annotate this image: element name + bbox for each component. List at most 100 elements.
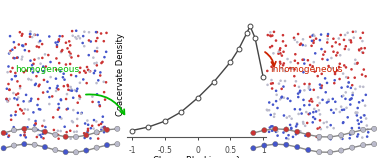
Point	[277, 62, 284, 65]
Point	[23, 136, 29, 139]
Point	[40, 91, 46, 94]
Point	[298, 42, 304, 45]
Point	[40, 137, 46, 140]
Point	[73, 75, 79, 77]
Point	[301, 104, 307, 106]
Point	[49, 95, 55, 98]
Point	[46, 35, 52, 38]
Point	[345, 76, 351, 79]
Point	[70, 121, 76, 123]
Point	[324, 59, 330, 61]
Point	[316, 109, 322, 111]
Point	[65, 84, 71, 86]
Point	[52, 149, 58, 151]
Point	[311, 108, 317, 110]
Point	[306, 86, 312, 88]
Point	[20, 112, 26, 115]
Point	[99, 121, 105, 123]
Point	[339, 138, 345, 140]
Point	[73, 136, 79, 138]
Point	[280, 51, 287, 53]
Point	[90, 56, 96, 59]
Point	[93, 40, 99, 42]
Point	[26, 50, 32, 52]
FancyArrowPatch shape	[265, 52, 276, 66]
Point	[356, 48, 362, 51]
Point	[338, 137, 344, 140]
Point	[364, 128, 370, 131]
Point	[55, 41, 61, 43]
Point	[362, 47, 368, 49]
Point	[27, 33, 33, 35]
Point	[277, 98, 283, 101]
Point	[22, 49, 28, 52]
Point	[345, 85, 351, 88]
Point	[46, 96, 53, 98]
Point	[75, 101, 81, 104]
Point	[55, 88, 61, 91]
Point	[74, 90, 80, 92]
Point	[50, 116, 56, 119]
Point	[14, 98, 20, 101]
Point	[67, 54, 73, 57]
Point	[360, 86, 366, 88]
Point	[346, 81, 352, 84]
Point	[77, 82, 83, 84]
Point	[68, 52, 74, 55]
Point	[56, 103, 62, 105]
Point	[94, 131, 100, 134]
Point	[85, 124, 91, 126]
Point	[47, 87, 53, 89]
Point	[8, 114, 14, 117]
Point	[290, 136, 296, 138]
Point	[337, 63, 343, 65]
Point	[339, 95, 345, 98]
Point	[340, 72, 346, 75]
Point	[42, 146, 48, 148]
Point	[283, 137, 289, 140]
Point	[324, 126, 330, 128]
Point	[22, 134, 28, 137]
Point	[63, 63, 69, 66]
Point	[93, 120, 99, 123]
Point	[40, 65, 46, 68]
Point	[39, 125, 45, 127]
Point	[305, 59, 311, 61]
Point	[59, 49, 65, 51]
Point	[292, 39, 298, 41]
Point	[94, 146, 100, 149]
Point	[85, 128, 91, 130]
Point	[26, 118, 32, 121]
Point	[307, 64, 313, 66]
Point	[316, 136, 322, 138]
Point	[69, 30, 75, 32]
Point	[297, 43, 303, 46]
Point	[323, 91, 329, 94]
Point	[291, 68, 297, 71]
Point	[268, 65, 274, 68]
Point	[338, 105, 344, 108]
Point	[355, 62, 361, 64]
Point	[301, 122, 307, 125]
Point	[67, 63, 73, 65]
Point	[281, 62, 287, 65]
Point	[318, 128, 324, 130]
Point	[58, 130, 64, 132]
Point	[21, 71, 27, 73]
Point	[300, 44, 306, 46]
Point	[5, 100, 11, 102]
Point	[317, 138, 323, 141]
Point	[329, 67, 335, 69]
Point	[337, 54, 343, 57]
Point	[269, 87, 275, 90]
Point	[331, 127, 337, 129]
Text: inhomogeneous: inhomogeneous	[270, 65, 343, 74]
Point	[281, 96, 287, 99]
Point	[274, 94, 280, 96]
Point	[342, 34, 348, 36]
Point	[28, 97, 34, 100]
Point	[95, 79, 101, 82]
Point	[281, 114, 287, 117]
Point	[349, 146, 355, 149]
Point	[103, 51, 109, 53]
